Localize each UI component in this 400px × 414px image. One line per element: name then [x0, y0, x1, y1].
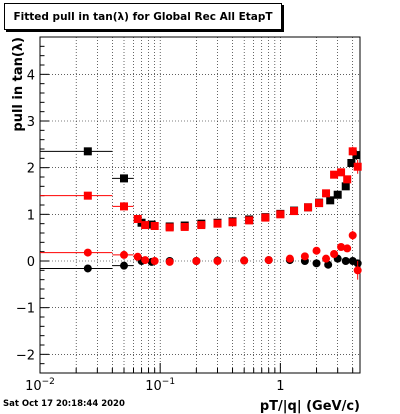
- data-point: [312, 259, 321, 268]
- data-point: [264, 256, 273, 265]
- y-tick-label: 1: [27, 208, 35, 223]
- data-point: [337, 168, 346, 177]
- chart-title: Fitted pull in tan(λ) for Global Rec All…: [13, 10, 273, 23]
- data-layer: [40, 146, 362, 280]
- data-point: [83, 147, 92, 156]
- data-point: [83, 248, 92, 257]
- data-point: [312, 246, 321, 255]
- data-point: [213, 219, 222, 228]
- y-tick-label: 3: [27, 115, 35, 130]
- data-point: [165, 257, 174, 266]
- data-point: [330, 170, 339, 179]
- data-point: [150, 257, 159, 265]
- series-mean-red: [40, 230, 362, 280]
- data-point: [83, 264, 92, 273]
- data-point: [285, 254, 294, 263]
- data-point: [119, 202, 128, 211]
- data-point: [141, 221, 150, 230]
- data-point: [343, 244, 352, 253]
- x-tick-label: 1: [276, 379, 284, 394]
- series-sigma-red: [40, 146, 362, 232]
- ticks-layer: [39, 45, 354, 374]
- y-tick-label: −1: [16, 302, 35, 317]
- data-point: [348, 231, 357, 240]
- data-point: [348, 147, 357, 156]
- x-axis-title: pT/|q| (GeV/c): [260, 399, 360, 414]
- data-point: [353, 162, 362, 171]
- data-point: [180, 222, 189, 231]
- x-tick-label: 10−1: [145, 377, 175, 394]
- data-point: [119, 261, 128, 270]
- data-point: [330, 250, 339, 258]
- data-point: [213, 257, 222, 265]
- data-point: [290, 207, 299, 216]
- data-point: [240, 256, 249, 265]
- data-point: [228, 218, 237, 227]
- y-tick-label: −2: [16, 348, 35, 363]
- x-tick-label: 10−2: [25, 377, 55, 394]
- y-axis-title: pull in tan(λ): [11, 37, 26, 132]
- tick-labels-layer: −2 −1 0 1 2 3 4 10−2 10−1 1: [16, 68, 285, 394]
- data-point: [197, 221, 206, 230]
- data-point: [353, 266, 362, 275]
- y-tick-label: 2: [27, 162, 35, 177]
- data-point: [333, 190, 342, 199]
- y-tick-label: 0: [27, 255, 35, 270]
- data-point: [119, 250, 128, 259]
- data-point: [245, 216, 254, 225]
- data-point: [337, 243, 346, 251]
- data-point: [322, 254, 331, 263]
- data-point: [261, 213, 270, 222]
- data-point: [276, 210, 285, 219]
- data-point: [83, 191, 92, 200]
- data-point: [150, 222, 159, 230]
- data-point: [326, 196, 335, 205]
- data-point: [165, 223, 174, 232]
- data-point: [119, 174, 128, 183]
- data-point: [300, 252, 309, 261]
- data-point: [304, 203, 313, 212]
- data-point: [315, 199, 324, 208]
- data-point: [341, 257, 350, 265]
- series-mean-black: [40, 254, 362, 273]
- data-point: [192, 257, 201, 265]
- y-tick-label: 4: [27, 68, 35, 83]
- data-point: [343, 175, 352, 184]
- data-point: [133, 215, 142, 223]
- footer-timestamp: Sat Oct 17 20:18:44 2020: [3, 399, 125, 409]
- series-sigma-black: [40, 147, 361, 231]
- data-point: [347, 159, 356, 167]
- data-point: [141, 256, 150, 265]
- data-point: [133, 252, 142, 261]
- title-box: Fitted pull in tan(λ) for Global Rec All…: [4, 3, 282, 30]
- data-point: [322, 189, 331, 198]
- data-point: [341, 182, 350, 191]
- data-point: [324, 260, 333, 269]
